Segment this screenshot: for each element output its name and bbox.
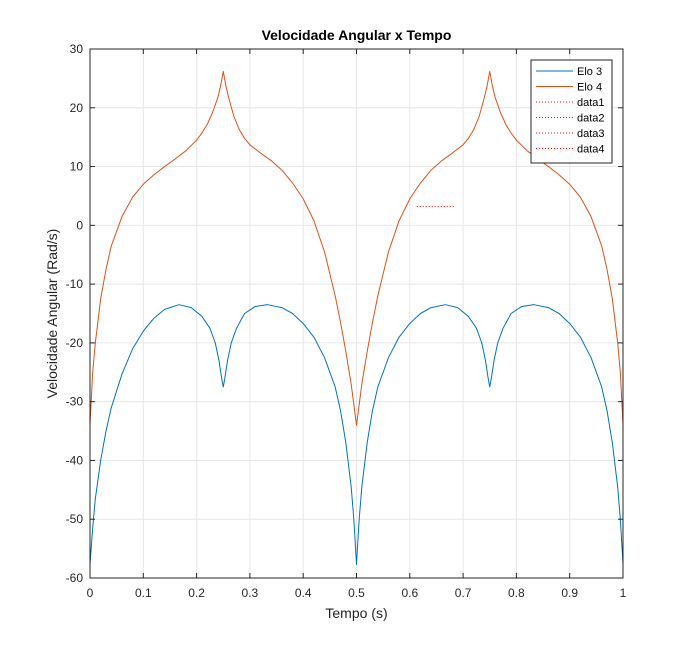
- y-tick-label: -30: [66, 395, 84, 409]
- y-tick-label: -50: [66, 512, 84, 526]
- chart-title: Velocidade Angular x Tempo: [262, 27, 452, 43]
- y-tick-label: 0: [76, 218, 83, 232]
- x-tick-label: 0.8: [508, 586, 525, 600]
- series-line-elo-4: [89, 70, 624, 426]
- x-tick-label: 0.2: [188, 586, 205, 600]
- x-axis-ticks: 0 0.1 0.2 0.3 0.4 0.5 0.6 0.7 0.8 0.9 1: [87, 49, 627, 600]
- x-tick-label: 0.9: [561, 586, 578, 600]
- y-tick-label: -60: [66, 571, 84, 585]
- x-tick-label: 0.5: [348, 586, 365, 600]
- legend-box: [530, 59, 613, 164]
- y-tick-label: -10: [66, 277, 84, 291]
- y-tick-label: 30: [70, 42, 84, 56]
- series-line-elo-3: [89, 304, 624, 565]
- x-tick-label: 0.4: [295, 586, 312, 600]
- x-tick-label: 0.7: [455, 586, 472, 600]
- legend-label: data4: [577, 144, 605, 156]
- y-axis-label: Velocidade Angular (Rad/s): [44, 229, 60, 399]
- y-tick-label: -40: [66, 453, 84, 467]
- x-tick-label: 1: [620, 586, 627, 600]
- x-tick-label: 0: [87, 586, 94, 600]
- x-tick-label: 0.6: [401, 586, 418, 600]
- series-layer: [89, 70, 624, 565]
- legend-label: Elo 3: [577, 66, 602, 78]
- y-axis-ticks: -60 -50 -40 -30 -20 -10 0 10 20 30: [66, 42, 623, 585]
- legend[interactable]: Elo 3 Elo 4 data1 data2 data3 data4: [530, 59, 613, 164]
- legend-label: Elo 4: [577, 82, 602, 94]
- y-tick-label: 20: [70, 101, 84, 115]
- legend-label: data1: [577, 97, 605, 109]
- x-axis-label: Tempo (s): [325, 605, 387, 621]
- x-tick-label: 0.1: [135, 586, 152, 600]
- legend-label: data3: [577, 128, 605, 140]
- y-tick-label: 10: [70, 160, 84, 174]
- legend-label: data2: [577, 113, 605, 125]
- x-tick-label: 0.3: [242, 586, 259, 600]
- y-tick-label: -20: [66, 336, 84, 350]
